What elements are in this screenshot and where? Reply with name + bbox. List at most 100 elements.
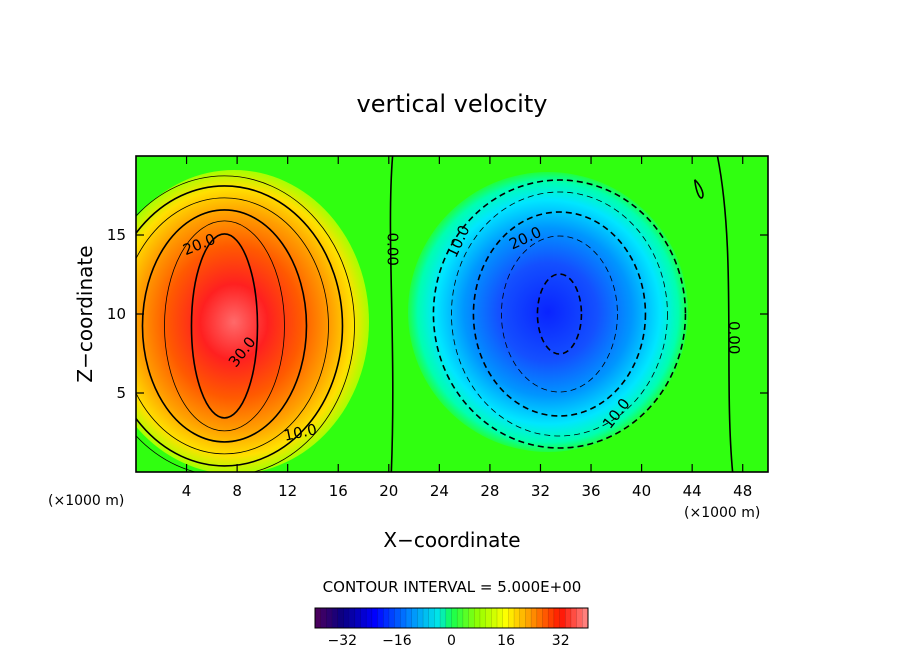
colorbar-segment [514,608,521,628]
y-axis-label: Z−coordinate [73,245,97,382]
contour-line-negative [536,273,583,355]
colorbar-segment [440,608,447,628]
contour-interval-label: CONTOUR INTERVAL = 5.000E+00 [323,578,582,596]
colorbar-segment [388,608,395,628]
colorbar [314,607,589,629]
x-tick-label: 40 [632,482,651,500]
colorbar-segment [485,608,492,628]
colorbar-tick-label: −32 [328,633,358,649]
x-tick-label: 16 [329,482,348,500]
x-tick-label: 28 [480,482,499,500]
colorbar-segment [417,608,424,628]
colorbar-segment [445,608,452,628]
contour-line-positive [136,175,355,472]
contour-line-positive [164,220,285,432]
plot-area: 20.030.010.00.00 10.0 20.010.00.00 [136,156,768,472]
colorbar-segment [474,608,481,628]
colorbar-segment [326,608,333,628]
x-axis-ticks: 4 8 12 16 20 24 28 32 36 40 44 48 [182,156,752,500]
colorbar-segment [343,608,350,628]
colorbar-segment [536,608,543,628]
colorbar-segment [377,608,384,628]
updraft-field [136,170,369,472]
y-tick-label: 5 [116,384,126,402]
colorbar-segment [525,608,532,628]
contour-line-positive [136,185,344,467]
contour-line-negative [432,179,687,449]
y-axis-ticks: 5 10 15 [107,226,768,402]
colorbar-segment [519,608,526,628]
chart-title: vertical velocity [357,90,548,118]
downdraft-field [408,172,688,452]
colorbar-segment [457,608,464,628]
colorbar-segment [434,608,441,628]
colorbar-segment [411,608,418,628]
colorbar-segment [315,608,321,628]
colorbar-tick-label: 16 [497,633,515,649]
colorbar-segment [508,608,515,628]
colorbar-segment [366,608,373,628]
colorbar-segment [553,608,560,628]
x-unit-left: (×1000 m) [48,493,124,509]
contour-lines [136,156,734,472]
contour-line-positive [136,197,329,455]
colorbar-segment [400,608,407,628]
colorbar-segment [462,608,469,628]
colorbar-segment [570,608,577,628]
x-tick-label: 44 [683,482,702,500]
colorbar-segment [371,608,378,628]
contour-line-negative [472,211,647,417]
x-tick-label: 24 [430,482,449,500]
x-tick-label: 36 [581,482,600,500]
colorbar-segment [531,608,538,628]
colorbar-segment [320,608,327,628]
x-axis-label: X−coordinate [383,528,520,552]
x-tick-label: 8 [232,482,242,500]
colorbar-segment [349,608,356,628]
contour-label: 0.00 [725,321,743,354]
colorbar-segment [548,608,555,628]
colorbar-segment [479,608,486,628]
colorbar-segment [559,608,566,628]
colorbar-tick-label: 32 [552,633,570,649]
colorbar-segment [497,608,503,628]
colorbar-segment [394,608,401,628]
colorbar-segment [423,608,430,628]
zero-contour [693,179,704,199]
colorbar-frame [314,607,589,629]
contour-line-positive [190,233,259,419]
colorbar-segment [502,608,509,628]
y-tick-label: 10 [107,305,126,323]
colorbar-segment [406,608,412,628]
zero-contour [716,156,734,472]
colorbar-segment [542,608,549,628]
colorbar-segment [451,608,458,628]
x-tick-label: 4 [182,482,192,500]
contour-line-positive [141,209,308,443]
x-tick-label: 48 [733,482,752,500]
colorbar-ticks: −32 −16 0 16 32 [328,633,570,649]
colorbar-segment [332,608,339,628]
colorbar-segment [360,608,367,628]
contour-line-negative [451,191,668,437]
contour-line-negative [501,235,618,393]
zero-contour [389,156,394,472]
x-tick-label: 20 [379,482,398,500]
colorbar-tick-label: −16 [382,633,412,649]
colorbar-segment [565,608,572,628]
contour-label: 0.00 [384,233,402,266]
colorbar-segment [582,608,589,628]
x-tick-label: 32 [531,482,550,500]
colorbar-segment [428,608,435,628]
colorbar-segment [337,608,344,628]
y-tick-label: 15 [107,226,126,244]
colorbar-segment [468,608,475,628]
x-unit-right: (×1000 m) [684,505,760,521]
colorbar-tick-label: 0 [447,633,456,649]
colorbar-segment [383,608,390,628]
x-tick-label: 12 [278,482,297,500]
colorbar-segment [491,608,498,628]
colorbar-segment [354,608,361,628]
colorbar-segment [576,608,583,628]
